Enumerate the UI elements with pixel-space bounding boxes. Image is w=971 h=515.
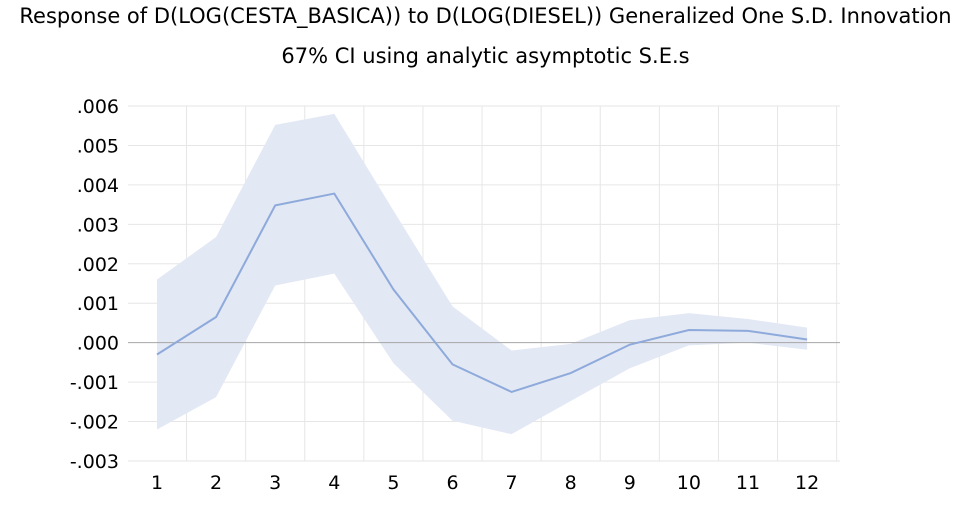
y-tick-label: -.002: [70, 412, 119, 434]
confidence-band: [157, 113, 808, 435]
y-axis-tick-labels: .006 .005 .004 .003 .002 .001 .000 -.001 -.002 -.…: [70, 96, 119, 473]
x-tick-label: 7: [506, 472, 518, 494]
x-tick-label: 5: [387, 472, 399, 494]
y-tick-label: .003: [77, 214, 119, 236]
x-axis-tick-labels: 1 2 3 4 5 6 7 8 9 10 11 12: [151, 472, 819, 494]
y-tick-label: .000: [77, 333, 119, 355]
x-tick-label: 2: [210, 472, 222, 494]
y-tick-label: -.003: [70, 451, 119, 473]
y-tick-label: .002: [77, 254, 119, 276]
x-tick-label: 11: [736, 472, 760, 494]
x-tick-label: 9: [624, 472, 636, 494]
x-tick-label: 3: [269, 472, 281, 494]
y-tick-label: .004: [77, 175, 119, 197]
y-tick-label: .005: [77, 135, 119, 157]
x-tick-label: 4: [328, 472, 340, 494]
response-line-series: [156, 192, 808, 394]
x-tick-label: 6: [446, 472, 458, 494]
chart-subtitle: 67% CI using analytic asymptotic S.E.s: [281, 44, 690, 68]
y-tick-label: .001: [77, 293, 119, 315]
x-tick-label: 8: [565, 472, 577, 494]
x-tick-label: 12: [795, 472, 819, 494]
y-tick-label: -.001: [70, 372, 119, 394]
x-tick-label: 1: [151, 472, 163, 494]
x-tick-label: 10: [677, 472, 701, 494]
chart-title: Response of D(LOG(CESTA_BASICA)) to D(LO…: [19, 4, 952, 28]
y-tick-label: .006: [77, 96, 119, 118]
